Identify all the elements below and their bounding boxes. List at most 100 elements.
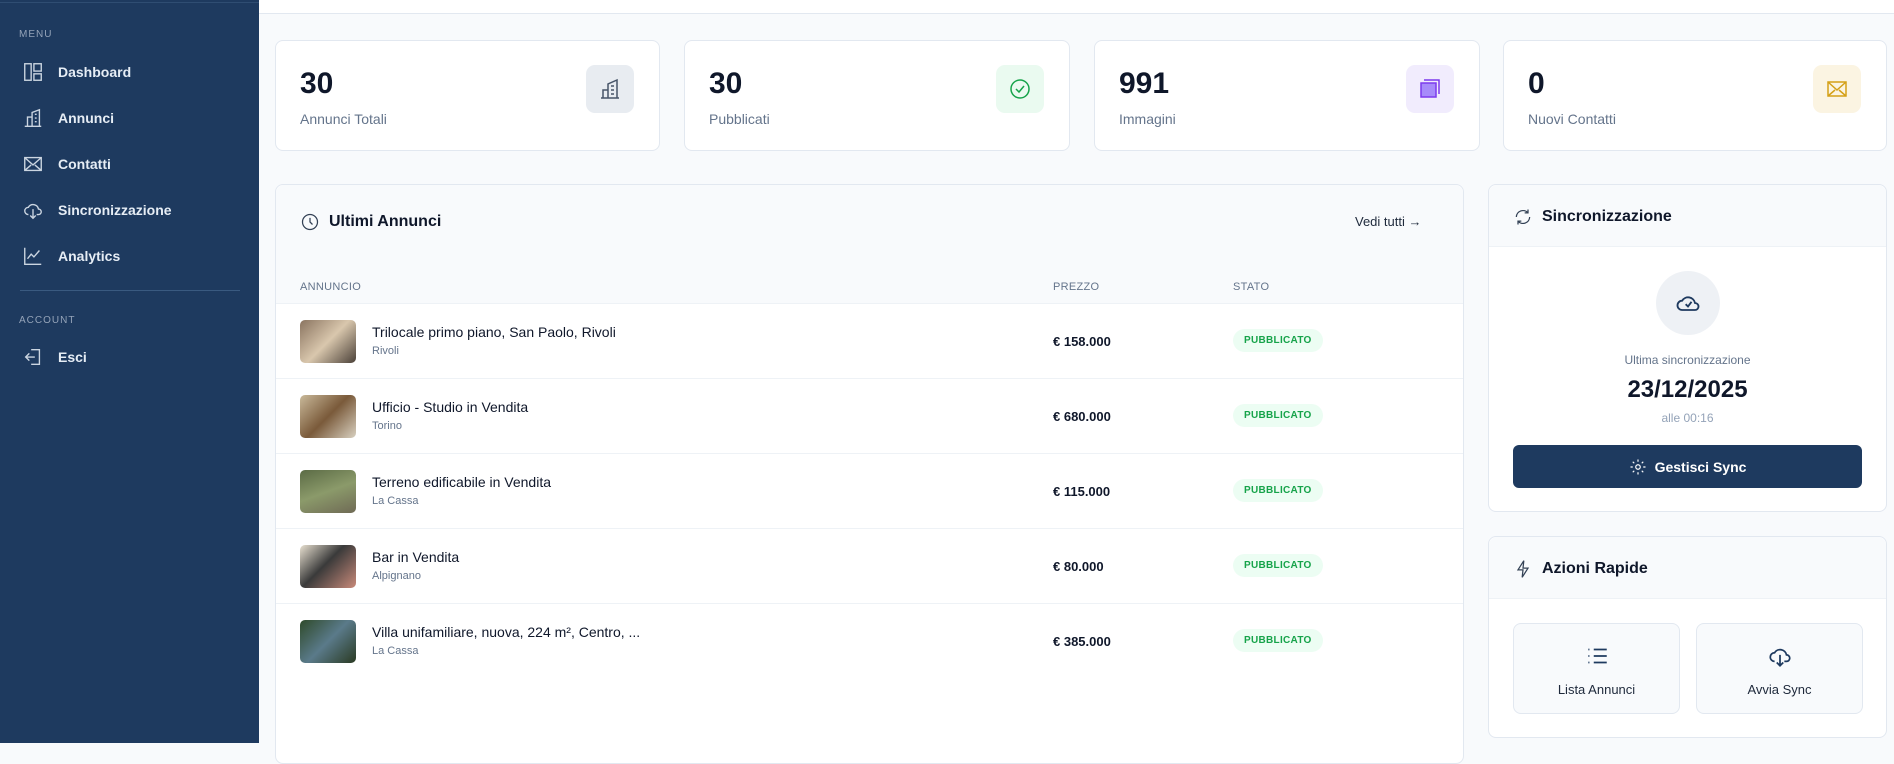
listing-title[interactable]: Bar in Vendita [372,549,460,565]
listing-thumbnail [300,395,356,438]
column-header-stato: STATO [1233,281,1270,293]
card-header [1489,537,1886,599]
stat-label: Nuovi Contatti [1528,111,1616,127]
stat-card-pubblicati: 30 Pubblicati [684,40,1070,151]
listing-city: Rivoli [372,345,399,357]
card-title-text: Azioni Rapide [1542,560,1648,577]
manage-sync-button[interactable]: Gestisci Sync [1513,445,1862,488]
listing-price: € 115.000 [1053,484,1111,499]
check-circle-icon [1010,79,1030,99]
sidebar-item-sincronizzazione[interactable]: Sincronizzazione [22,199,172,221]
listing-price: € 680.000 [1053,409,1111,424]
stat-icon-box [1406,65,1454,113]
quick-action-avvia-sync[interactable]: Avvia Sync [1696,623,1863,714]
sidebar-item-annunci[interactable]: Annunci [22,107,114,129]
card-header [276,185,1463,257]
stat-label: Pubblicati [709,111,770,127]
stat-card-immagini: 991 Immagini [1094,40,1480,151]
card-title-text: Sincronizzazione [1542,208,1672,225]
top-bar [259,0,1894,14]
listing-thumbnail [300,320,356,363]
stat-label: Annunci Totali [300,111,387,127]
sidebar-item-label: Dashboard [58,64,132,80]
sidebar-item-label: Annunci [58,110,114,126]
clock-icon [301,213,319,231]
stat-value: 30 [300,67,334,100]
status-badge: PUBBLICATO [1233,554,1323,577]
sidebar-item-dashboard[interactable]: Dashboard [22,61,131,83]
listing-title[interactable]: Villa unifamiliare, nuova, 224 m², Centr… [372,624,641,640]
stat-value: 30 [709,67,743,100]
listing-title[interactable]: Ufficio - Studio in Vendita [372,399,529,415]
listing-city: Alpignano [372,570,421,582]
chart-line-icon [24,247,42,265]
images-icon [1420,79,1440,98]
listing-price: € 80.000 [1053,559,1104,574]
last-sync-time: alle 00:16 [1661,411,1714,425]
sidebar-item-label: Sincronizzazione [58,202,172,218]
listing-price: € 385.000 [1053,634,1111,649]
sidebar: MENU Dashboard Annunci Contatti Sincroni… [0,0,259,743]
listing-city: La Cassa [372,645,419,657]
envelope-icon [1827,81,1847,97]
cloud-download-icon [1768,648,1791,667]
building-icon [601,78,619,99]
lightning-icon [1516,560,1530,578]
table-row[interactable]: Ufficio - Studio in Vendita Torino € 680… [276,378,1463,453]
stat-label: Immagini [1119,111,1176,127]
table-row[interactable]: Terreno edificabile in Vendita La Cassa … [276,453,1463,528]
listing-thumbnail [300,620,356,663]
card-title: Sincronizzazione [1513,207,1672,227]
sidebar-item-contatti[interactable]: Contatti [22,153,111,175]
cloud-check-icon [1676,296,1700,311]
last-sync-label: Ultima sincronizzazione [1624,353,1751,367]
listing-city: La Cassa [372,495,419,507]
logout-button[interactable]: Esci [22,346,87,368]
card-title-text: Ultimi Annunci [329,213,442,230]
listing-city: Torino [372,420,402,432]
table-row[interactable]: Bar in Vendita Alpignano € 80.000 PUBBLI… [276,528,1463,603]
stat-icon-box [996,65,1044,113]
manage-sync-label: Gestisci Sync [1654,458,1747,475]
view-all-link[interactable]: Vedi tutti → [1355,214,1422,229]
card-header [1489,185,1886,247]
card-title: Ultimi Annunci [300,212,441,232]
sidebar-item-analytics[interactable]: Analytics [22,245,120,267]
listing-thumbnail [300,545,356,588]
logout-icon [24,348,41,366]
status-badge: PUBBLICATO [1233,479,1323,502]
quick-action-lista-annunci[interactable]: Lista Annunci [1513,623,1680,714]
table-row[interactable]: Villa unifamiliare, nuova, 224 m², Centr… [276,603,1463,678]
last-sync-date: 23/12/2025 [1627,376,1748,403]
stat-value: 0 [1528,67,1545,100]
building-icon [24,108,42,127]
listing-title[interactable]: Trilocale primo piano, San Paolo, Rivoli [372,324,616,340]
menu-section-label: MENU [19,29,53,40]
latest-listings-card: Ultimi Annunci Vedi tutti → ANNUNCIO PRE… [275,184,1464,764]
listing-price: € 158.000 [1053,334,1111,349]
divider [0,2,259,3]
table-row[interactable]: Trilocale primo piano, San Paolo, Rivoli… [276,303,1463,378]
list-icon [1587,648,1607,664]
listing-title[interactable]: Terreno edificabile in Vendita [372,474,552,490]
quick-action-label: Lista Annunci [1557,682,1636,697]
stat-card-annunci-totali: 30 Annunci Totali [275,40,660,151]
column-header-annuncio: ANNUNCIO [300,281,362,293]
quick-actions-card: Azioni Rapide Lista Annunci Avvia Sync [1488,536,1887,738]
layout-icon [24,63,42,81]
logout-label: Esci [58,349,87,365]
sidebar-item-label: Contatti [58,156,111,172]
status-badge: PUBBLICATO [1233,629,1323,652]
card-title: Azioni Rapide [1513,559,1648,579]
gear-icon [1630,459,1646,474]
sidebar-item-label: Analytics [58,248,121,264]
divider [20,290,240,291]
stat-icon-box [586,65,634,113]
listing-thumbnail [300,470,356,513]
sync-card: Sincronizzazione Ultima sincronizzazione… [1488,184,1887,512]
account-section-label: ACCOUNT [19,315,76,326]
column-header-prezzo: PREZZO [1053,281,1100,293]
stat-value: 991 [1119,67,1170,100]
sync-status-circle [1656,271,1720,335]
envelope-icon [24,156,42,172]
